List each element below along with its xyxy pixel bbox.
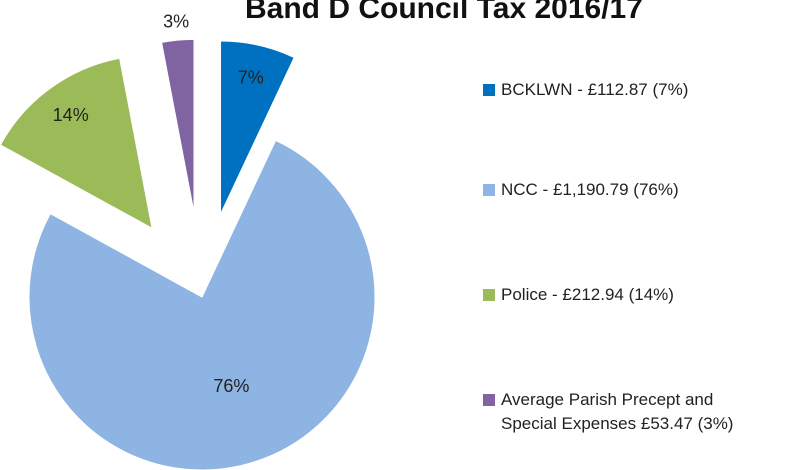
legend-label: NCC - £1,190.79 (76%) [501,180,679,199]
legend-item: BCKLWN - £112.87 (7%) [483,78,741,102]
pie-slice [0,57,153,230]
legend-label: Average Parish Precept and Special Expen… [501,390,734,433]
legend-swatch [483,394,495,406]
pie-slice [220,40,295,215]
data-label: 3% [163,12,189,32]
legend-item: Average Parish Precept and Special Expen… [483,388,741,436]
pie-slice [28,139,376,470]
legend-swatch [483,289,495,301]
legend-item: NCC - £1,190.79 (76%) [483,178,741,202]
legend-swatch [483,184,495,196]
chart-title: Band D Council Tax 2016/17 [245,0,643,25]
legend-item: Police - £212.94 (14%) [483,283,741,307]
data-label: 76% [213,376,249,396]
legend-swatch [483,84,495,96]
legend-label: BCKLWN - £112.87 (7%) [501,80,689,99]
data-label: 7% [238,68,264,88]
data-label: 14% [53,105,89,125]
pie-slice [160,38,195,213]
legend-label: Police - £212.94 (14%) [501,285,674,304]
